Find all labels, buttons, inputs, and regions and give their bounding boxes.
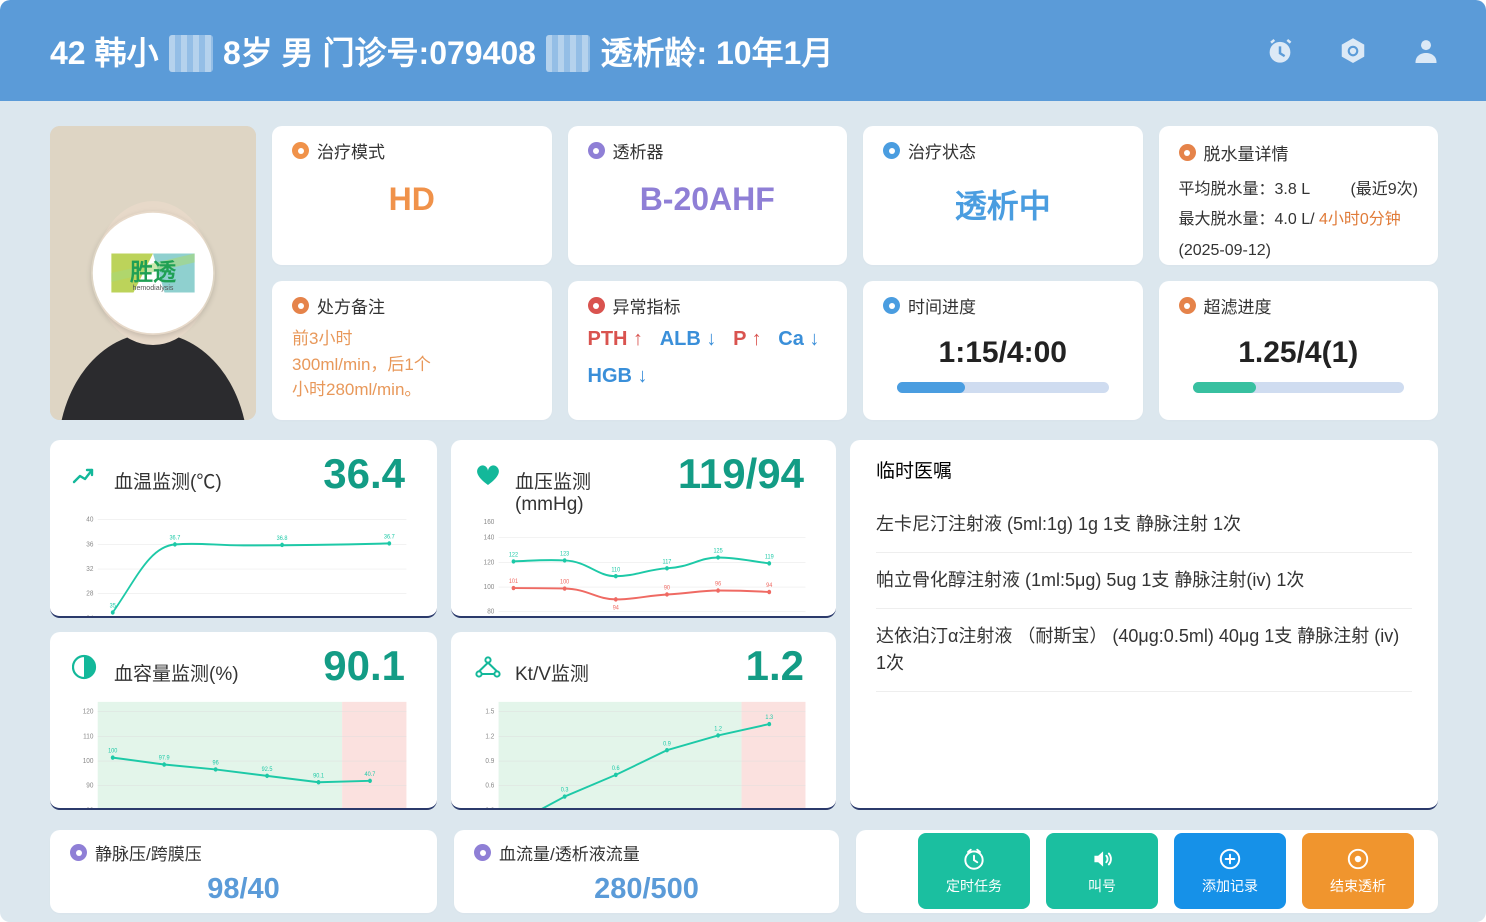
svg-text:0.3: 0.3 — [561, 787, 569, 793]
svg-text:117: 117 — [663, 559, 672, 565]
svg-text:0.9: 0.9 — [663, 741, 671, 747]
svg-text:0.3: 0.3 — [485, 807, 494, 810]
svg-text:胜透: 胜透 — [130, 259, 177, 285]
svg-text:110: 110 — [611, 567, 620, 573]
svg-text:36.7: 36.7 — [169, 535, 180, 541]
svg-text:110: 110 — [83, 733, 93, 740]
svg-text:140: 140 — [484, 534, 495, 541]
svg-text:0.9: 0.9 — [485, 758, 494, 765]
svg-text:1.5: 1.5 — [485, 708, 494, 715]
svg-text:1.2: 1.2 — [485, 733, 494, 740]
svg-text:100: 100 — [484, 584, 495, 591]
svg-text:122: 122 — [509, 552, 519, 558]
svg-text:36.8: 36.8 — [277, 536, 288, 542]
svg-text:35: 35 — [110, 603, 117, 609]
svg-text:125: 125 — [713, 548, 723, 554]
svg-text:24: 24 — [86, 615, 93, 618]
svg-text:hemodialysis: hemodialysis — [133, 284, 174, 292]
svg-text:32: 32 — [86, 566, 93, 573]
svg-text:123: 123 — [560, 551, 570, 557]
svg-text:0.6: 0.6 — [612, 766, 620, 772]
svg-text:96: 96 — [213, 760, 220, 766]
svg-text:40: 40 — [86, 516, 93, 523]
svg-text:120: 120 — [83, 708, 94, 715]
svg-text:80: 80 — [487, 608, 494, 615]
svg-text:90: 90 — [664, 585, 671, 591]
svg-text:80: 80 — [86, 807, 93, 810]
svg-text:36: 36 — [86, 541, 93, 548]
svg-text:96: 96 — [715, 581, 722, 587]
svg-text:97.9: 97.9 — [159, 755, 170, 761]
svg-text:90: 90 — [86, 782, 93, 789]
svg-text:36.7: 36.7 — [384, 534, 395, 540]
svg-text:1.3: 1.3 — [765, 715, 773, 721]
svg-text:160: 160 — [484, 519, 495, 526]
svg-text:100: 100 — [108, 748, 118, 754]
svg-text:1.2: 1.2 — [714, 726, 722, 732]
svg-text:94: 94 — [613, 605, 620, 611]
svg-text:40.7: 40.7 — [365, 772, 376, 778]
svg-text:28: 28 — [86, 590, 93, 597]
svg-text:92.5: 92.5 — [262, 767, 273, 773]
svg-text:120: 120 — [484, 559, 495, 566]
svg-text:90.1: 90.1 — [313, 773, 324, 779]
svg-text:100: 100 — [83, 758, 94, 765]
svg-text:0.6: 0.6 — [485, 782, 494, 789]
svg-text:94: 94 — [766, 583, 773, 589]
svg-text:100: 100 — [560, 579, 570, 585]
svg-text:119: 119 — [765, 554, 774, 560]
svg-text:101: 101 — [509, 579, 519, 585]
